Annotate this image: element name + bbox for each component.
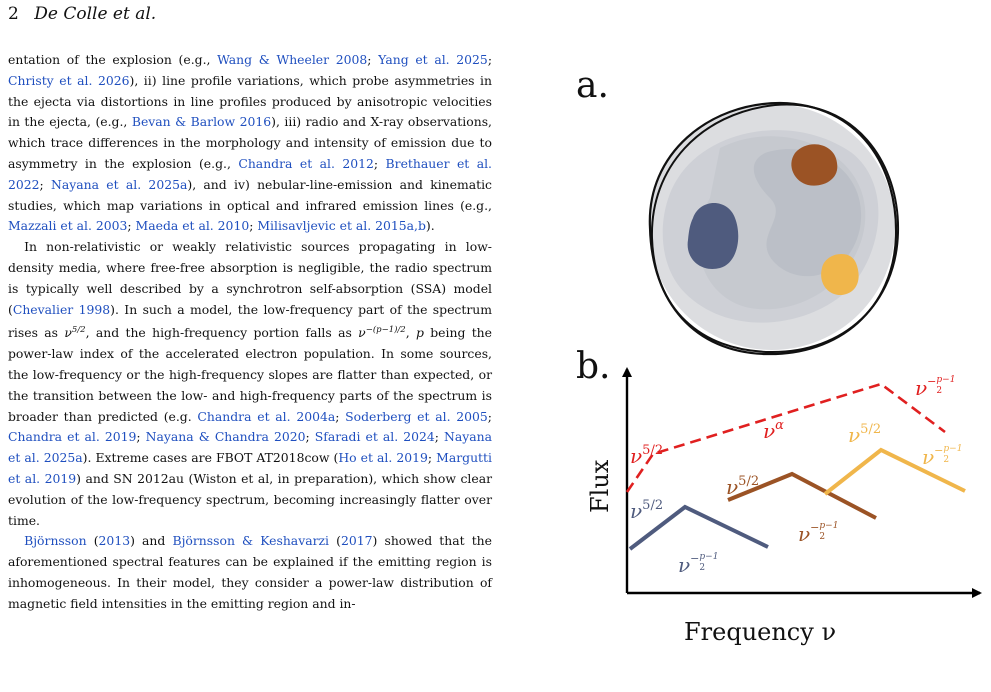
citation-link[interactable]: Nayana et al. 2025a: [8, 429, 492, 466]
page-number: 2: [8, 4, 19, 24]
paragraph-text: , and the high-frequency portion falls a…: [85, 325, 359, 341]
paragraph-text: ;: [434, 429, 445, 445]
citation-link[interactable]: Björnsson & Keshavarzi: [172, 533, 329, 549]
citation-link[interactable]: Sfaradi et al. 2024: [314, 429, 435, 445]
paragraph-text: ). In such a model, the low-frequency pa…: [8, 301, 492, 341]
paragraph-text: ;: [427, 450, 437, 466]
paragraph-text: ;: [367, 52, 379, 67]
label-red-high: ν−p−1 2: [915, 375, 955, 400]
citation-link[interactable]: Chandra et al. 2019: [8, 429, 137, 445]
paragraph-2: In non-relativistic or weakly relativist…: [8, 237, 492, 531]
curve-brown: [727, 471, 877, 520]
citation-link[interactable]: Wang & Wheeler 2008: [217, 52, 368, 67]
citation-link[interactable]: Björnsson: [24, 533, 87, 549]
math-symbol: ν: [358, 325, 366, 341]
label-orange-low: ν5/2: [848, 422, 881, 447]
figure: a. b. Flux Frequency ν ν5/2 να ν−p−1 2: [560, 58, 991, 692]
paragraph-text: ;: [335, 408, 346, 424]
paragraph-text: In non-relativistic or weakly relativist…: [8, 239, 492, 317]
paragraph-text: ;: [487, 408, 492, 424]
paragraph-text: ;: [39, 176, 52, 192]
running-header: 2 De Colle et al.: [8, 4, 156, 24]
paragraph-text: being the power-law index of the acceler…: [8, 325, 492, 424]
curve-blue: [628, 504, 769, 551]
citation-link[interactable]: Chevalier 1998: [12, 301, 111, 317]
citation-link[interactable]: Mazzali et al. 2003: [8, 218, 128, 234]
paragraph-3: Björnsson (2013) and Björnsson & Keshava…: [8, 531, 492, 614]
math-exponent: −(p−1)/2: [365, 325, 406, 336]
curve-orange: [823, 447, 966, 496]
citation-link[interactable]: Maeda et al. 2010: [135, 218, 250, 234]
paragraph-text: (: [329, 533, 341, 549]
curve-red: [625, 382, 946, 493]
inner-shadow-3: [753, 149, 862, 277]
paragraph-text: entation of the explosion (e.g.,: [8, 52, 218, 67]
math-symbol: ν: [64, 325, 72, 341]
paragraph-text: ;: [136, 429, 146, 445]
citation-link[interactable]: Nayana & Chandra 2020: [145, 429, 306, 445]
paragraph-text: ), iii) radio and X-ray observations, wh…: [8, 114, 492, 171]
blob-brown: [791, 144, 838, 186]
y-axis-label: Flux: [586, 459, 614, 513]
citation-link[interactable]: Chandra et al. 2004a: [197, 408, 336, 424]
math-symbol: p: [415, 325, 424, 341]
citation-link[interactable]: Bevan & Barlow 2016: [131, 114, 272, 130]
sphere-outline-outer: [648, 101, 898, 356]
citation-link[interactable]: Chandra et al. 2012: [238, 155, 374, 171]
text-column: entation of the explosion (e.g., Wang & …: [8, 50, 492, 615]
panel-a-label: a.: [576, 65, 609, 106]
running-authors: De Colle et al.: [34, 4, 157, 24]
blob-blue: [687, 203, 739, 269]
ejecta-sphere: [648, 101, 900, 356]
citation-link[interactable]: Yang et al. 2025: [378, 52, 488, 67]
citation-link[interactable]: Ho et al. 2019: [338, 450, 428, 466]
citation-link[interactable]: 2013: [98, 533, 131, 549]
paragraph-text: ;: [305, 429, 315, 445]
paragraph-text: ), ii) line profile variations, which pr…: [8, 72, 493, 130]
paragraph-text: ). Extreme cases are FBOT AT2018cow (: [82, 450, 339, 466]
blob-orange: [821, 253, 859, 296]
paragraph-text: ;: [249, 218, 258, 234]
label-red-mid: να: [763, 418, 784, 443]
citation-link[interactable]: Soderberg et al. 2005: [345, 408, 488, 424]
paragraph-text: ) and: [130, 533, 173, 549]
label-red-low: ν5/2: [630, 443, 663, 468]
citation-link[interactable]: Milisavljevic et al. 2015a,b: [257, 218, 426, 234]
citation-link[interactable]: Nayana et al. 2025a: [51, 176, 188, 192]
paragraph-text: ) showed that the aforementioned spectra…: [8, 533, 492, 611]
paragraph-text: (: [86, 533, 99, 549]
label-blue-high: ν−p−1 2: [678, 552, 718, 577]
paragraph-text: ;: [487, 52, 493, 67]
label-blue-low: ν5/2: [630, 498, 663, 523]
label-orange-high: ν−p−1 2: [922, 444, 962, 469]
math-exponent: 5/2: [71, 325, 86, 336]
paragraph-text: ;: [373, 155, 386, 171]
paragraph-text: ), and iv) nebular-line-emission and kin…: [8, 176, 492, 213]
citation-link[interactable]: 2017: [340, 533, 373, 549]
paragraph-text: ;: [127, 218, 136, 234]
paragraph-text: ) and SN 2012au (Wiston et al, in prepar…: [8, 471, 493, 528]
citation-link[interactable]: Brethauer et al. 2022: [8, 155, 492, 192]
sphere-outline-inner: [650, 103, 900, 354]
figure-svg: a. b. Flux Frequency ν ν5/2 να ν−p−1 2: [576, 65, 982, 646]
paragraph-1: entation of the explosion (e.g., Wang & …: [8, 50, 492, 237]
panel-b-label: b.: [576, 346, 611, 387]
citation-link[interactable]: Christy et al. 2026: [8, 72, 130, 88]
paragraph-text: ,: [405, 325, 416, 341]
citation-link[interactable]: Margutti et al. 2019: [8, 450, 492, 487]
x-axis-label: Frequency ν: [684, 618, 836, 646]
paragraph-text: ).: [425, 218, 435, 234]
label-brown-high: ν−p−1 2: [798, 521, 838, 546]
